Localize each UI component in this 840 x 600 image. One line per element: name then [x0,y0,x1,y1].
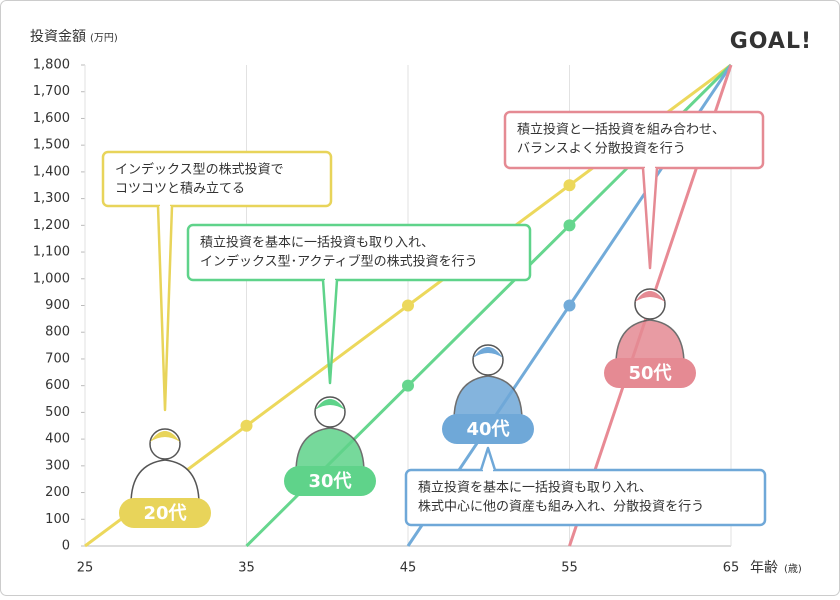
x-tick-label: 55 [561,561,578,576]
callout-text: バランスよく分散投資を行う [517,141,686,157]
person-body [295,427,365,473]
x-tick-label: 35 [238,561,255,576]
badge [604,358,696,388]
y-tick-label: 1,300 [33,191,70,206]
callout-text: 積立投資を基本に一括投資も取り入れ、 [200,235,434,251]
callout-pointer [321,279,339,385]
callout-pointer [479,446,497,471]
x-axis-unit: (歳) [784,563,802,575]
y-tick-label: 1,800 [33,58,70,73]
y-tick-label: 1,400 [33,164,70,179]
y-tick-label: 500 [45,405,70,420]
callout-pointer [156,205,174,412]
badge-label: 30代 [308,471,351,492]
badge [119,498,211,528]
y-tick-label: 300 [45,458,70,473]
callout-text: コツコツと積み立てる [115,182,245,197]
point [563,179,576,192]
y-axis-label: 投資金額 [30,29,86,45]
callout-box [404,468,767,527]
callout-text: インデックス型･アクティブ型の株式投資を行う [200,254,478,270]
badge [284,466,376,496]
y-tick-label: 1,000 [33,271,70,286]
callout-text: インデックス型の株式投資で [115,162,284,178]
person-hair [150,431,180,442]
x-tick-label: 45 [400,561,417,576]
callout-text: 積立投資を基本に一括投資も取り入れ、 [418,480,652,496]
y-tick-label: 600 [45,378,70,393]
x-tick-label: 25 [77,561,94,576]
y-tick-label: 400 [45,432,70,447]
x-tick-label: 65 [723,561,740,576]
person-hair [315,399,345,410]
person-body [615,319,685,365]
y-tick-label: 800 [45,325,70,340]
callout-box [101,150,333,208]
goal-label: GOAL! [730,29,812,54]
y-tick-label: 0 [62,539,70,554]
badge-label: 20代 [143,503,186,524]
y-tick-label: 1,700 [33,84,70,99]
y-tick-label: 1,600 [33,111,70,126]
y-tick-label: 700 [45,351,70,366]
badge-label: 40代 [466,419,509,440]
point [563,299,576,312]
person-body [130,459,200,505]
point [402,379,414,392]
y-axis-unit: (万円) [90,33,118,44]
y-tick-label: 900 [45,298,70,313]
callout-box [503,110,765,170]
y-tick-label: 1,200 [33,218,70,233]
y-tick-label: 100 [45,512,70,527]
badge-label: 50代 [628,363,671,384]
person-hair [635,291,665,302]
badge [442,414,534,444]
callout-text: 株式中心に他の資産も組み入れ、分散投資を行う [418,499,704,515]
person-body [453,375,523,421]
y-tick-label: 1,500 [33,138,70,153]
y-tick-label: 200 [45,485,70,500]
x-axis-label: 年齢 [750,560,778,576]
callout-box [186,223,532,282]
callout-pointer [641,167,659,270]
person-hair [473,347,503,358]
point [240,419,253,432]
point [402,299,414,312]
point [563,219,576,232]
callout-text: 積立投資と一括投資を組み合わせ、 [517,122,725,138]
y-tick-label: 1,100 [33,245,70,260]
